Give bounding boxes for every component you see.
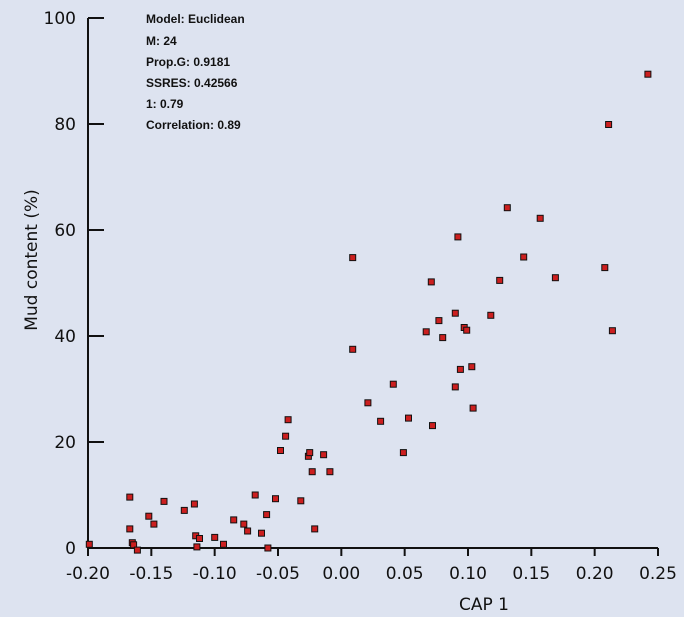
data-point xyxy=(277,447,284,454)
data-point xyxy=(133,546,141,554)
x-tick-label: 0.00 xyxy=(322,564,360,584)
data-point xyxy=(456,365,464,373)
x-tick-label: -0.10 xyxy=(193,564,237,584)
data-point xyxy=(422,328,430,336)
data-point xyxy=(364,399,372,407)
x-tick-label: 0.25 xyxy=(639,564,677,584)
data-point xyxy=(349,254,357,262)
data-point xyxy=(244,527,252,535)
y-tick-label: 20 xyxy=(54,433,76,453)
data-point xyxy=(326,468,334,476)
data-point xyxy=(311,525,319,533)
data-point xyxy=(130,541,138,549)
data-point xyxy=(608,327,616,335)
data-point xyxy=(463,326,471,334)
data-point xyxy=(284,416,292,424)
data-point xyxy=(487,311,495,319)
y-axis-title: Mud content (%) xyxy=(22,189,42,331)
data-point xyxy=(468,363,476,371)
data-point xyxy=(306,449,314,457)
data-point xyxy=(126,493,134,501)
data-point xyxy=(427,278,435,286)
data-point xyxy=(240,520,248,528)
data-point xyxy=(520,253,528,261)
annotation-prop-g: Prop.G: 0.9181 xyxy=(146,55,230,69)
data-point xyxy=(429,422,436,430)
data-point xyxy=(193,543,201,551)
y-tick-label: 60 xyxy=(54,221,76,241)
data-point xyxy=(536,214,544,222)
data-point xyxy=(126,525,134,533)
data-point xyxy=(605,121,613,128)
x-tick-label: 0.20 xyxy=(576,564,614,584)
data-point xyxy=(230,516,238,524)
y-tick-label: 80 xyxy=(54,115,76,135)
data-point xyxy=(405,414,412,422)
x-tick-label: -0.20 xyxy=(66,564,110,584)
data-point xyxy=(349,345,357,353)
data-point xyxy=(272,495,279,503)
data-point xyxy=(258,529,265,537)
data-point xyxy=(264,544,272,552)
data-point xyxy=(389,380,397,388)
y-tick-label: 100 xyxy=(44,9,76,29)
data-point xyxy=(160,497,168,505)
data-point xyxy=(435,317,443,325)
data-point xyxy=(85,540,93,548)
axes xyxy=(87,18,658,549)
data-point xyxy=(196,535,203,542)
y-tick-label: 0 xyxy=(65,539,76,559)
data-point xyxy=(220,540,227,548)
x-axis-title: CAP 1 xyxy=(459,595,509,615)
y-ticks: 0 20 40 60 80 100 xyxy=(44,9,104,559)
data-point xyxy=(308,468,316,476)
data-point xyxy=(551,274,559,282)
data-point xyxy=(190,500,198,508)
annotation-model: Model: Euclidean xyxy=(146,12,245,26)
x-tick-label: 0.05 xyxy=(386,564,424,584)
data-point xyxy=(496,276,504,284)
data-point xyxy=(180,506,188,514)
data-points xyxy=(85,70,652,554)
data-point xyxy=(451,309,459,317)
data-point xyxy=(150,520,158,528)
annotation-box: Model: Euclidean M: 24 Prop.G: 0.9181 SS… xyxy=(146,12,245,132)
data-point xyxy=(399,449,407,457)
data-point xyxy=(451,383,459,391)
x-tick-label: -0.05 xyxy=(256,564,300,584)
annotation-ssres: SSRES: 0.42566 xyxy=(146,76,238,90)
data-point xyxy=(469,404,477,412)
x-tick-label: 0.15 xyxy=(512,564,550,584)
data-point xyxy=(282,432,290,440)
x-ticks: -0.20 -0.15 -0.10 -0.05 0.00 0.05 0.10 0.15 0.20… xyxy=(66,548,677,584)
data-point xyxy=(503,204,511,212)
annotation-correlation: Correlation: 0.89 xyxy=(146,118,241,132)
annotation-axis1: 1: 0.79 xyxy=(146,97,184,111)
data-point xyxy=(251,491,259,499)
y-tick-label: 40 xyxy=(54,327,76,347)
x-tick-label: 0.10 xyxy=(449,564,487,584)
data-point xyxy=(320,451,328,459)
data-point xyxy=(377,417,385,425)
data-point xyxy=(454,233,462,241)
annotation-m: M: 24 xyxy=(146,34,177,48)
x-tick-label: -0.15 xyxy=(129,564,173,584)
data-point xyxy=(644,70,652,78)
data-point xyxy=(297,497,305,505)
data-point xyxy=(601,264,609,272)
data-point xyxy=(263,511,271,519)
data-point xyxy=(211,533,219,541)
data-point xyxy=(145,512,153,520)
data-point xyxy=(439,334,447,342)
